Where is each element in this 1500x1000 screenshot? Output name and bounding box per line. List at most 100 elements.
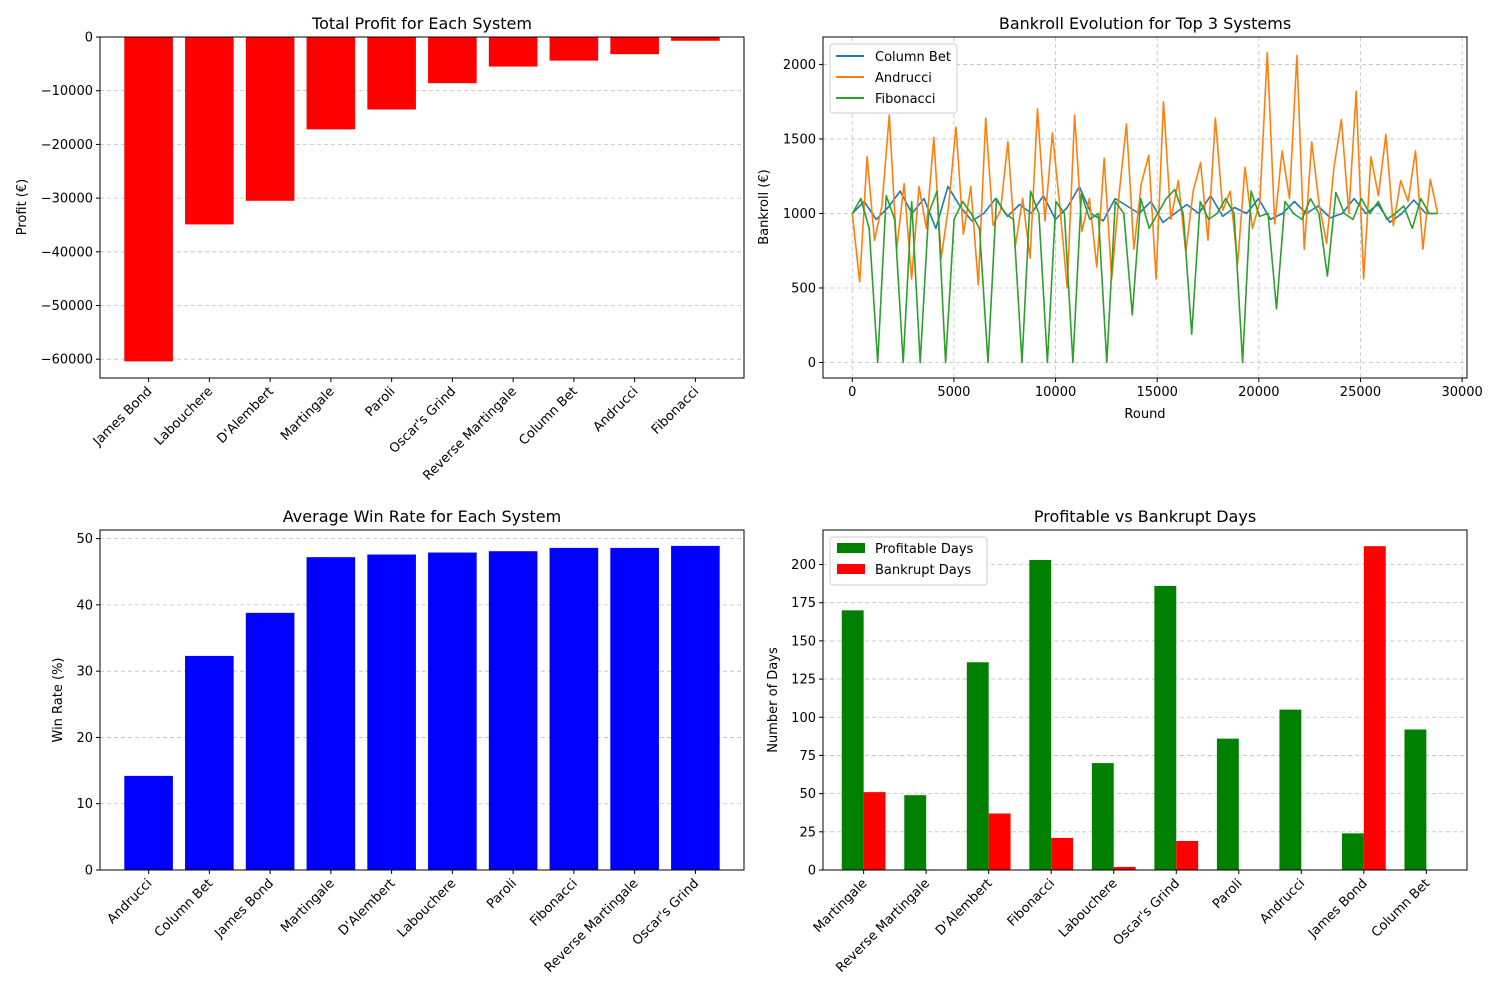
bar-profitable [841, 610, 864, 870]
bar [610, 547, 659, 870]
y-tick-label: 30 [76, 665, 93, 680]
y-tick-label: 50 [799, 787, 816, 802]
y-tick-label: −60000 [41, 353, 93, 368]
x-tick-label: Oscar's Grind [1111, 876, 1183, 948]
y-tick-label: 0 [808, 864, 816, 879]
bar [671, 37, 720, 41]
legend-label: Andrucci [875, 71, 932, 86]
bar [124, 775, 173, 870]
y-tick-label: 150 [791, 634, 816, 649]
x-tick-label: 20000 [1238, 385, 1279, 400]
x-tick-label: Fibonacci [1005, 876, 1058, 929]
y-tick-label: 40 [76, 598, 93, 613]
bar [610, 37, 659, 55]
x-tick-label: D'Alembert [336, 876, 399, 939]
bar-profitable [1341, 833, 1364, 870]
x-tick-label: Andrucci [1257, 876, 1308, 927]
y-tick-label: 20 [76, 731, 93, 746]
x-tick-label: Column Bet [152, 876, 216, 940]
chart-title: Total Profit for Each System [311, 14, 532, 33]
x-tick-label: 0 [848, 385, 856, 400]
x-tick-label: Column Bet [516, 384, 580, 448]
x-tick-label: Martingale [278, 876, 338, 936]
bar-profitable [966, 662, 989, 870]
bar [428, 37, 477, 84]
plot-frame [99, 529, 745, 871]
y-tick-label: 200 [791, 558, 816, 573]
x-tick-label: Column Bet [1369, 876, 1433, 940]
bar-profitable [1404, 729, 1427, 870]
x-tick-label: 25000 [1340, 385, 1381, 400]
bar-profitable [1154, 585, 1177, 870]
y-tick-label: 1000 [783, 207, 816, 222]
x-tick-label: 5000 [937, 385, 970, 400]
y-tick-label: 500 [791, 281, 816, 296]
bar [549, 37, 599, 61]
bar [306, 557, 356, 870]
chart-title: Average Win Rate for Each System [283, 507, 561, 526]
x-tick-label: Paroli [484, 876, 520, 912]
x-tick-label: Andrucci [105, 876, 156, 927]
x-tick-label: James Bond [90, 384, 156, 450]
bar-bankrupt [988, 813, 1011, 870]
x-tick-label: D'Alembert [933, 876, 996, 939]
x-tick-label: 15000 [1137, 385, 1178, 400]
series-line [851, 51, 1439, 289]
bar [306, 37, 356, 130]
chart-total-profit: Total Profit for Each System Profit (€) … [15, 14, 745, 484]
chart-bankroll-evolution: Bankroll Evolution for Top 3 Systems Rou… [757, 14, 1483, 422]
chart-average-win-rate: Average Win Rate for Each System Win Rat… [51, 507, 745, 976]
y-tick-label: 0 [808, 356, 816, 371]
x-tick-label: James Bond [1305, 876, 1371, 942]
y-tick-label: 125 [791, 673, 816, 688]
bar-bankrupt [863, 792, 886, 870]
y-tick-label: 75 [799, 749, 816, 764]
legend-label: Profitable Days [875, 542, 974, 557]
legend-label: Bankrupt Days [875, 563, 971, 578]
legend: Column Bet Andrucci Fibonacci [829, 43, 958, 114]
bar [124, 37, 173, 362]
y-axis-label: Win Rate (%) [51, 658, 66, 743]
x-tick-label: Labouchere [1056, 876, 1120, 940]
bar-bankrupt [1176, 840, 1199, 870]
bar [245, 612, 295, 870]
legend-box [829, 43, 958, 114]
y-tick-label: −30000 [41, 192, 93, 207]
y-axis-label: Bankroll (€) [757, 169, 772, 244]
x-tick-label: Paroli [363, 384, 399, 420]
plot-frame [99, 36, 745, 379]
bar-bankrupt [1051, 837, 1074, 870]
y-tick-label: 0 [85, 31, 93, 46]
bar-profitable [1029, 559, 1052, 870]
y-tick-label: 0 [85, 864, 93, 879]
y-tick-label: 175 [791, 596, 816, 611]
bar [367, 37, 416, 110]
x-tick-label: Fibonacci [527, 876, 580, 929]
x-tick-label: Labouchere [395, 876, 459, 940]
bar [245, 37, 295, 201]
x-tick-label: Andrucci [591, 384, 642, 435]
x-tick-label: Martingale [278, 384, 338, 444]
bar [185, 37, 234, 225]
chart-title: Profitable vs Bankrupt Days [1034, 507, 1256, 526]
bar-bankrupt [1113, 866, 1136, 870]
x-tick-label: Fibonacci [649, 384, 702, 437]
bar-profitable [1279, 709, 1302, 870]
x-tick-label: 30000 [1441, 385, 1482, 400]
x-axis-label: Round [1124, 407, 1165, 422]
y-tick-label: 25 [799, 825, 816, 840]
bar-profitable [1091, 763, 1114, 870]
y-axis-label: Number of Days [766, 647, 781, 753]
y-axis-label: Profit (€) [15, 179, 30, 235]
plot-frame [822, 529, 1468, 871]
bar [185, 655, 234, 870]
bar [671, 545, 720, 870]
bar-bankrupt [1363, 546, 1386, 870]
legend-label: Fibonacci [875, 92, 935, 107]
bar-profitable [904, 795, 927, 870]
y-tick-label: 50 [76, 532, 93, 547]
legend-box [829, 536, 988, 586]
bar-profitable [1216, 738, 1239, 870]
bar [488, 551, 538, 870]
